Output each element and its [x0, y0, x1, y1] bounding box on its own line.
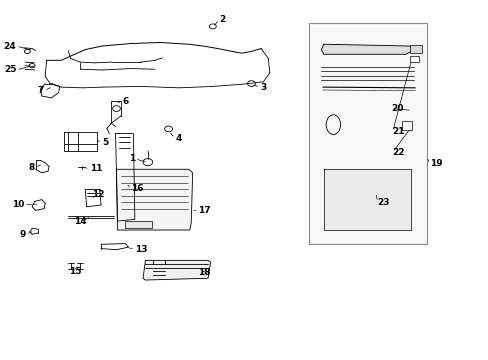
Text: 14: 14 — [74, 217, 86, 226]
Bar — [63, 132, 97, 152]
Text: 15: 15 — [69, 267, 81, 276]
Text: 20: 20 — [390, 104, 403, 113]
Text: 6: 6 — [122, 97, 128, 106]
Text: 22: 22 — [392, 148, 405, 157]
Text: 18: 18 — [198, 268, 210, 277]
Text: 17: 17 — [198, 206, 211, 215]
Bar — [409, 45, 421, 53]
Text: 5: 5 — [102, 138, 108, 147]
Text: 3: 3 — [260, 83, 266, 92]
Bar — [309, 23, 427, 244]
Bar — [401, 121, 411, 130]
Text: 4: 4 — [175, 134, 182, 143]
Polygon shape — [321, 44, 412, 54]
Text: 11: 11 — [90, 164, 102, 173]
Text: 19: 19 — [429, 159, 442, 168]
Text: 25: 25 — [4, 66, 16, 75]
Text: 1: 1 — [128, 154, 135, 163]
Text: 16: 16 — [131, 184, 143, 193]
Polygon shape — [323, 169, 409, 230]
Text: 24: 24 — [3, 41, 16, 50]
Bar — [409, 56, 418, 62]
Text: 2: 2 — [219, 15, 225, 24]
Text: 7: 7 — [38, 86, 44, 95]
Polygon shape — [116, 169, 192, 230]
Text: 8: 8 — [28, 163, 35, 172]
Text: 23: 23 — [377, 198, 389, 207]
Text: 9: 9 — [20, 230, 26, 239]
Text: 21: 21 — [392, 127, 405, 136]
Text: 10: 10 — [12, 200, 24, 209]
Polygon shape — [142, 260, 210, 280]
Bar — [125, 221, 151, 228]
Text: 13: 13 — [135, 245, 147, 254]
Text: 12: 12 — [92, 190, 105, 199]
